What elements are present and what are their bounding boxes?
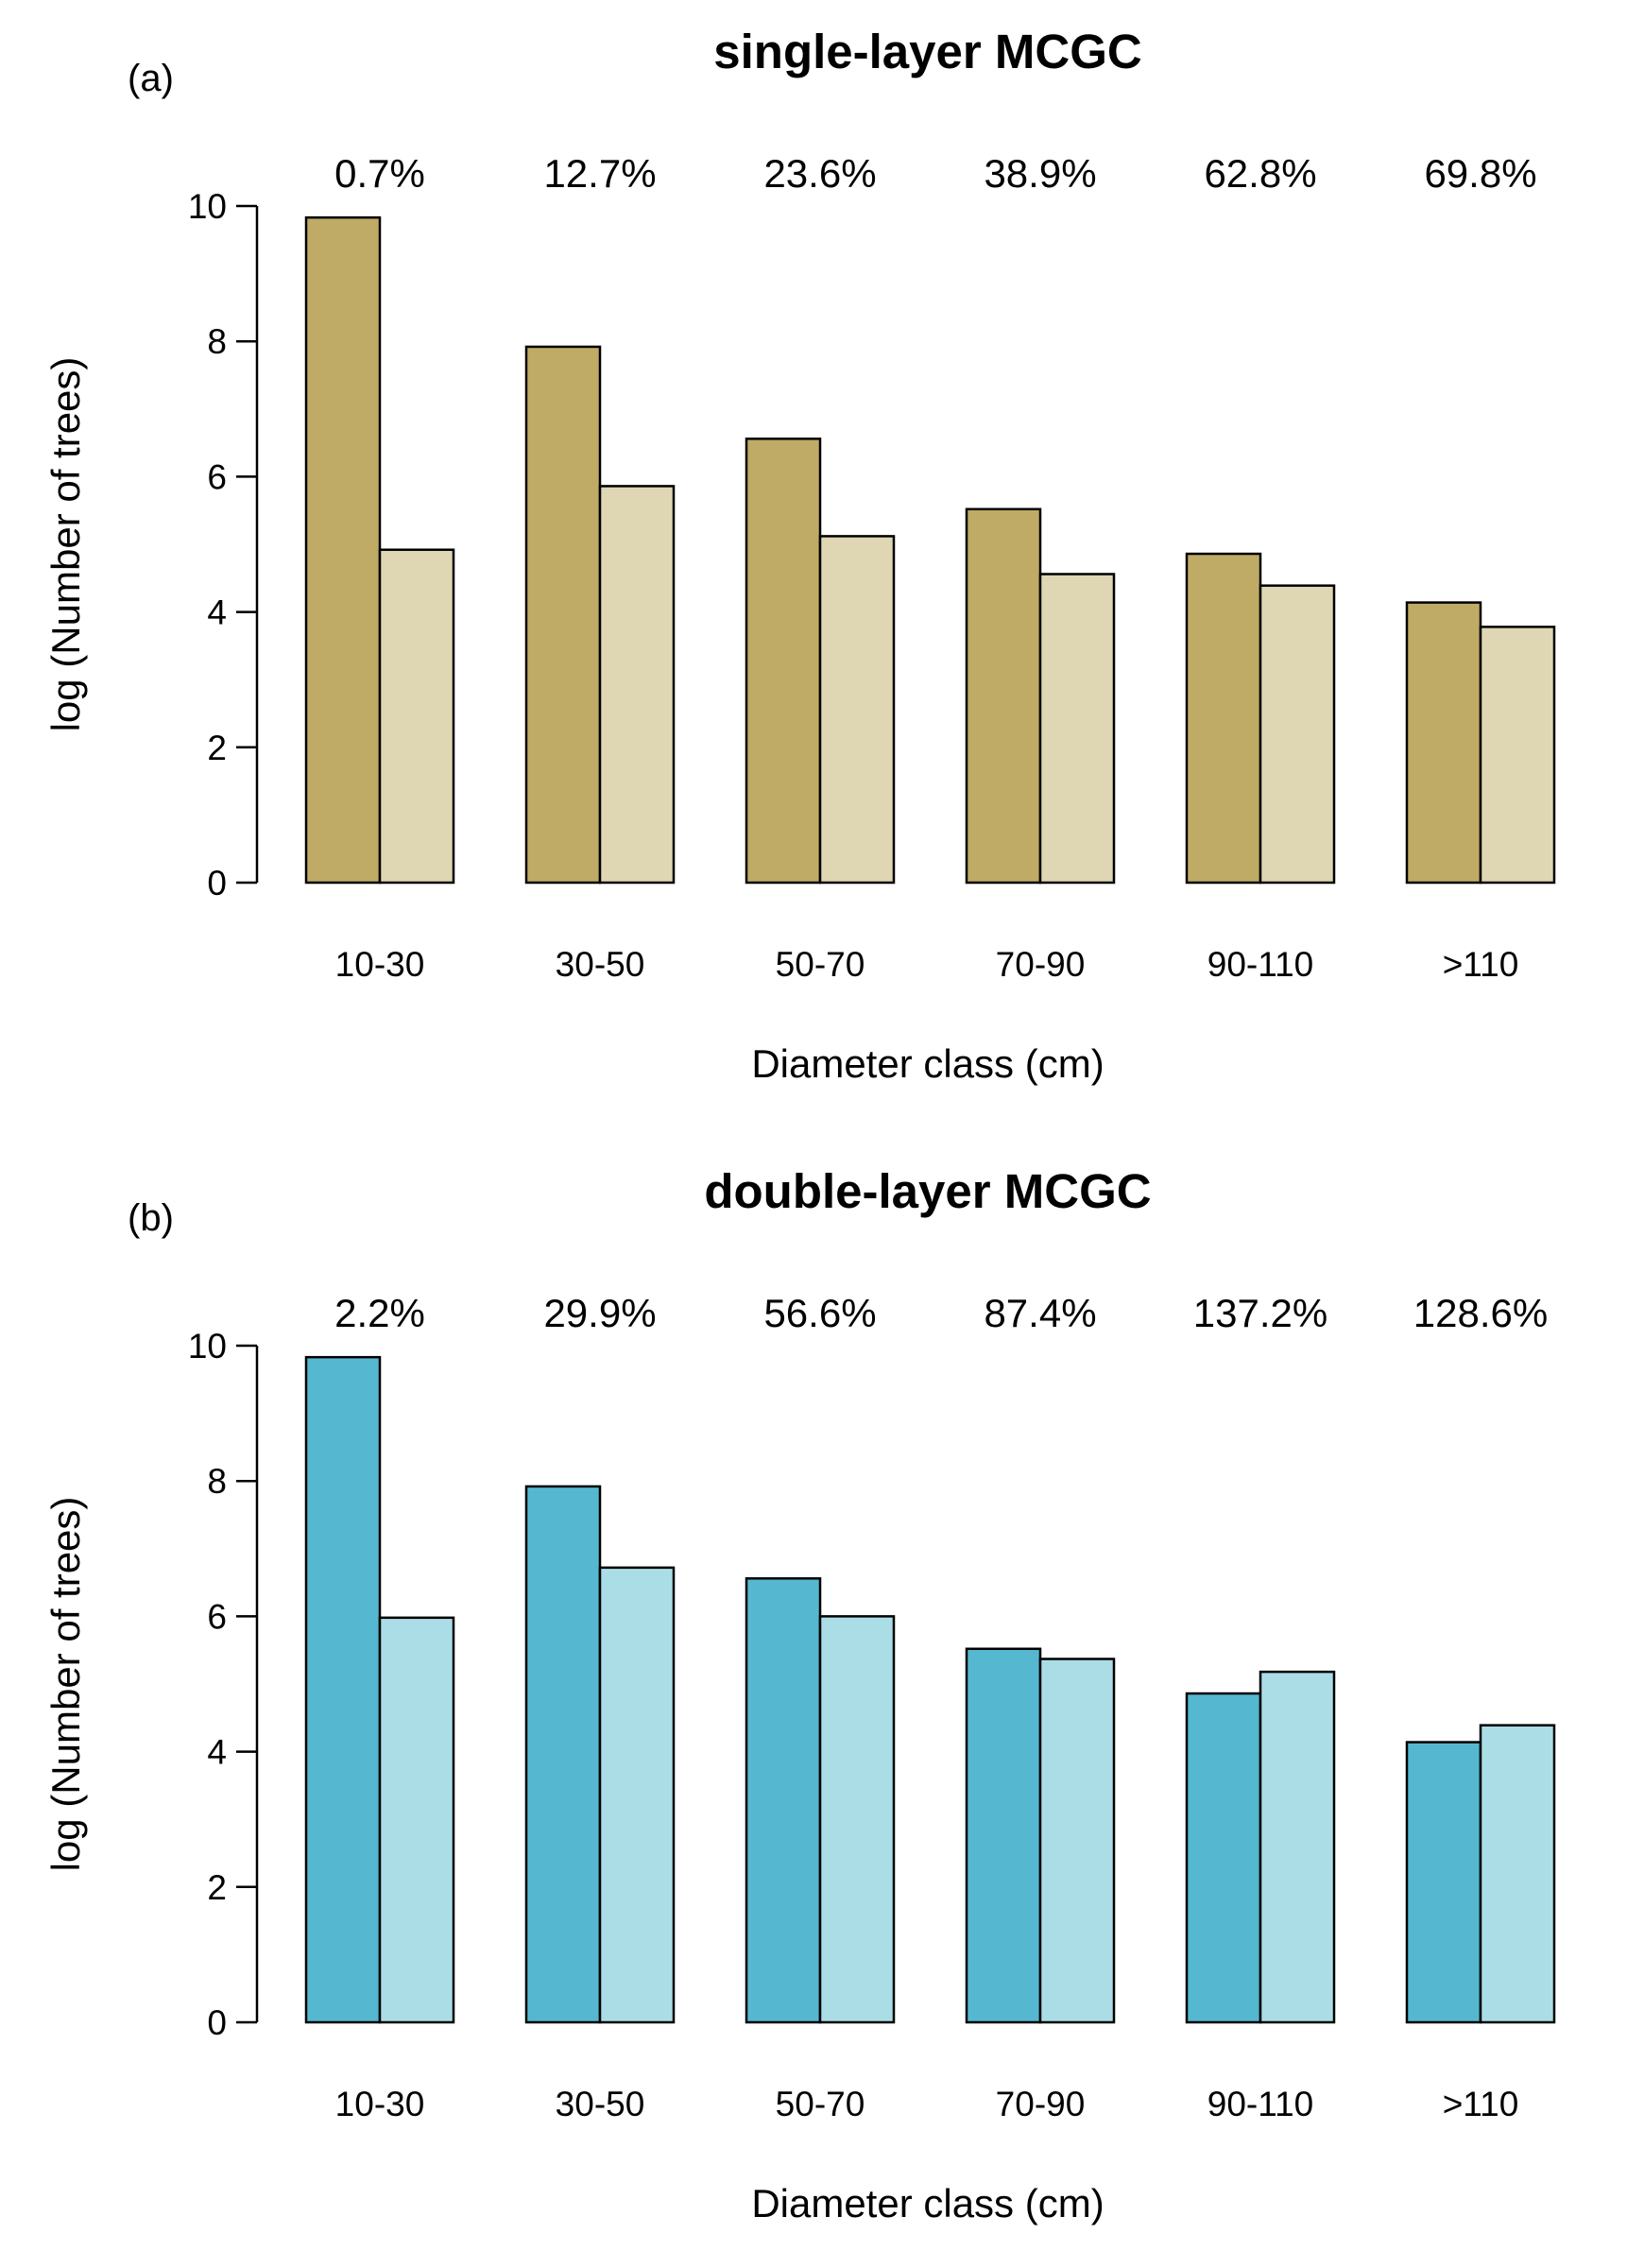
y-tick-label: 10: [188, 187, 227, 226]
percent-annotation: 29.9%: [543, 1291, 656, 1335]
percent-annotation: 38.9%: [984, 151, 1096, 196]
y-tick-label: 0: [207, 864, 227, 902]
y-tick-label: 10: [188, 1327, 227, 1366]
percent-annotation: 0.7%: [334, 151, 425, 196]
y-tick-label: 4: [207, 1733, 227, 1772]
bar-series-1-1: [524, 345, 602, 885]
percent-annotation: 137.2%: [1193, 1291, 1327, 1335]
x-tick-label: 30-50: [556, 2085, 645, 2123]
percent-annotation: 56.6%: [763, 1291, 876, 1335]
bar-series-2-0: [378, 548, 455, 885]
bar-series-2-5: [1479, 1724, 1556, 2024]
bar-series-1-4: [1185, 1692, 1262, 2024]
bar-series-2-2: [818, 1615, 896, 2024]
bar-series-1-2: [745, 438, 822, 885]
bar-series-1-5: [1405, 601, 1482, 885]
y-tick-label: 2: [207, 729, 227, 767]
x-tick-label: 90-110: [1207, 2085, 1313, 2123]
bar-series-1-3: [965, 507, 1042, 885]
bar-series-1-1: [524, 1485, 602, 2024]
x-tick-label: 50-70: [776, 945, 865, 984]
y-axis-title: log (Number of trees): [43, 1497, 88, 1872]
x-tick-label: 70-90: [996, 2085, 1086, 2123]
percent-annotation: 128.6%: [1413, 1291, 1548, 1335]
bar-series-1-2: [745, 1577, 822, 2024]
panel-label: (a): [128, 58, 174, 99]
panel-label: (b): [128, 1197, 174, 1239]
bar-series-1-0: [304, 1355, 382, 2024]
percent-annotation: 2.2%: [334, 1291, 425, 1335]
bar-series-2-3: [1038, 1658, 1116, 2024]
percent-annotation: 87.4%: [984, 1291, 1096, 1335]
x-axis-title: Diameter class (cm): [751, 1041, 1104, 1086]
bar-series-2-5: [1479, 626, 1556, 885]
bar-series-2-2: [818, 535, 896, 885]
x-tick-label: 30-50: [556, 945, 645, 984]
y-axis-title: log (Number of trees): [43, 357, 88, 732]
y-tick-label: 8: [207, 322, 227, 361]
x-tick-label: 50-70: [776, 2085, 865, 2123]
bar-series-1-4: [1185, 552, 1262, 885]
y-tick-label: 2: [207, 1868, 227, 1907]
x-tick-label: >110: [1443, 2085, 1519, 2123]
y-tick-label: 4: [207, 593, 227, 632]
bar-series-2-0: [378, 1616, 455, 2024]
bar-series-1-0: [304, 215, 382, 885]
y-tick-label: 8: [207, 1462, 227, 1501]
bar-series-2-1: [598, 485, 676, 885]
x-tick-label: 10-30: [335, 2085, 425, 2123]
percent-annotation: 69.8%: [1424, 151, 1536, 196]
bar-series-2-1: [598, 1566, 676, 2024]
bar-series-2-3: [1038, 573, 1116, 885]
x-axis-title: Diameter class (cm): [751, 2181, 1104, 2225]
bar-series-1-3: [965, 1647, 1042, 2024]
bar-series-2-4: [1259, 1670, 1336, 2024]
y-tick-label: 6: [207, 1597, 227, 1636]
x-tick-label: 10-30: [335, 945, 425, 984]
x-tick-label: >110: [1443, 945, 1519, 984]
x-tick-label: 90-110: [1207, 945, 1313, 984]
percent-annotation: 12.7%: [543, 151, 656, 196]
percent-annotation: 62.8%: [1204, 151, 1316, 196]
y-tick-label: 0: [207, 2003, 227, 2042]
chart-title: single-layer MCGC: [713, 25, 1141, 78]
bar-series-2-4: [1259, 584, 1336, 885]
percent-annotation: 23.6%: [763, 151, 876, 196]
y-tick-label: 6: [207, 457, 227, 496]
bar-series-1-5: [1405, 1741, 1482, 2024]
chart-title: double-layer MCGC: [704, 1164, 1151, 1218]
x-tick-label: 70-90: [996, 945, 1086, 984]
